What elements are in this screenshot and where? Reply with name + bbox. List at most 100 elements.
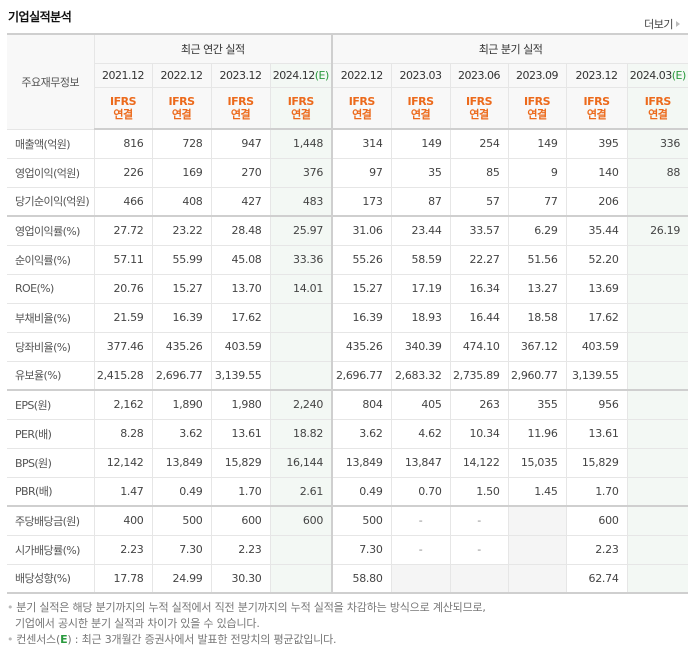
value-cell: 0.70	[390, 476, 451, 507]
financial-performance-table: 주요재무정보 최근 연간 실적 최근 분기 실적 2021.12 2022.12 2…	[7, 33, 689, 594]
value-cell: 377.46	[93, 331, 153, 362]
value-cell: 405	[390, 389, 451, 420]
value-cell: 13.61	[210, 418, 271, 449]
more-link-label: 더보기	[644, 18, 673, 31]
value-cell	[626, 360, 689, 391]
value-cell	[269, 360, 333, 391]
value-cell: 17.62	[210, 302, 271, 333]
row-label: PER(배)	[7, 418, 95, 449]
row-label: 당좌비율(%)	[7, 331, 95, 362]
value-cell	[507, 505, 567, 536]
value-cell: 31.06	[331, 215, 392, 246]
value-cell: 58.80	[331, 563, 392, 594]
value-cell: 1.45	[507, 476, 567, 507]
section-title: 기업실적분석	[8, 10, 72, 24]
value-cell: 51.56	[507, 244, 567, 275]
value-cell: 728	[151, 128, 212, 159]
row-label: PBR(배)	[7, 476, 95, 507]
value-cell: 17.78	[93, 563, 153, 594]
value-cell: 2.61	[269, 476, 333, 507]
value-cell: 10.34	[449, 418, 509, 449]
row-label: 시가배당률(%)	[7, 534, 95, 565]
value-cell: 15.27	[331, 273, 392, 304]
value-cell: 226	[93, 157, 153, 188]
row-label: 순이익률(%)	[7, 244, 95, 275]
value-cell	[626, 186, 689, 217]
value-cell: 25.97	[269, 215, 333, 246]
value-cell: 62.74	[565, 563, 628, 594]
value-cell: 13,849	[151, 447, 212, 478]
table-row: PER(배) 8.28 3.62 13.61 18.82 3.62 4.62 10.34 11.…	[7, 418, 689, 449]
table-row: 영업이익률(%) 27.72 23.22 28.48 25.97 31.06 23.44 33…	[7, 215, 689, 246]
value-cell	[626, 244, 689, 275]
value-cell	[269, 302, 333, 333]
value-cell: 206	[565, 186, 628, 217]
value-cell: 13.27	[507, 273, 567, 304]
value-cell: 600	[269, 505, 333, 536]
value-cell: -	[390, 534, 451, 565]
value-cell: 11.96	[507, 418, 567, 449]
value-cell: -	[449, 505, 509, 536]
period-header: 2023.06	[449, 62, 509, 88]
value-cell	[269, 331, 333, 362]
value-cell: 500	[151, 505, 212, 536]
value-cell: 13.69	[565, 273, 628, 304]
footnote-quarterly-cont: 기업에서 공시한 분기 실적과 차이가 있을 수 있습니다.	[15, 617, 260, 630]
basis-header: IFRS 연결	[269, 86, 333, 130]
period-header: 2023.09	[507, 62, 567, 88]
value-cell: 466	[93, 186, 153, 217]
row-label: EPS(원)	[7, 389, 95, 420]
value-cell: 13.61	[565, 418, 628, 449]
value-cell	[626, 563, 689, 594]
row-label: 부채비율(%)	[7, 302, 95, 333]
value-cell: 3.62	[331, 418, 392, 449]
row-label: 배당성향(%)	[7, 563, 95, 594]
value-cell: 16.34	[449, 273, 509, 304]
value-cell: 20.76	[93, 273, 153, 304]
value-cell: 33.57	[449, 215, 509, 246]
value-cell: 395	[565, 128, 628, 159]
basis-header: IFRS 연결	[210, 86, 271, 130]
value-cell: 2,696.77	[151, 360, 212, 391]
table-row: 배당성향(%) 17.78 24.99 30.30 58.80 62.74	[7, 563, 689, 594]
value-cell	[626, 273, 689, 304]
value-cell: 3,139.55	[565, 360, 628, 391]
value-cell: 35	[390, 157, 451, 188]
value-cell: 97	[331, 157, 392, 188]
value-cell: 77	[507, 186, 567, 217]
value-cell: 16,144	[269, 447, 333, 478]
basis-header: IFRS 연결	[626, 86, 689, 130]
row-label: 주당배당금(원)	[7, 505, 95, 536]
value-cell	[626, 302, 689, 333]
basis-header: IFRS 연결	[390, 86, 451, 130]
value-cell: 85	[449, 157, 509, 188]
value-cell: 600	[565, 505, 628, 536]
value-cell	[269, 534, 333, 565]
value-cell	[626, 476, 689, 507]
value-cell: 13.70	[210, 273, 271, 304]
value-cell: 173	[331, 186, 392, 217]
table-row: 당기순이익(억원) 466 408 427 483 173 87 57 77 206	[7, 186, 689, 217]
value-cell: 55.99	[151, 244, 212, 275]
value-cell: 22.27	[449, 244, 509, 275]
value-cell: 57	[449, 186, 509, 217]
more-link[interactable]: 더보기	[644, 16, 680, 32]
table-row: PBR(배) 1.47 0.49 1.70 2.61 0.49 0.70 1.50 1.45 1.…	[7, 476, 689, 507]
value-cell: 2,696.77	[331, 360, 392, 391]
value-cell: 1,980	[210, 389, 271, 420]
value-cell: 28.48	[210, 215, 271, 246]
value-cell	[626, 505, 689, 536]
value-cell: 367.12	[507, 331, 567, 362]
basis-header: IFRS 연결	[331, 86, 392, 130]
row-label: 영업이익률(%)	[7, 215, 95, 246]
value-cell: 2,960.77	[507, 360, 567, 391]
value-cell: -	[390, 505, 451, 536]
value-cell: 474.10	[449, 331, 509, 362]
value-cell: 2.23	[210, 534, 271, 565]
value-cell: 1.70	[565, 476, 628, 507]
value-cell: 2,415.28	[93, 360, 153, 391]
value-cell: 1.47	[93, 476, 153, 507]
value-cell	[507, 534, 567, 565]
value-cell: 7.30	[331, 534, 392, 565]
period-header: 2024.03(E)	[626, 62, 689, 88]
